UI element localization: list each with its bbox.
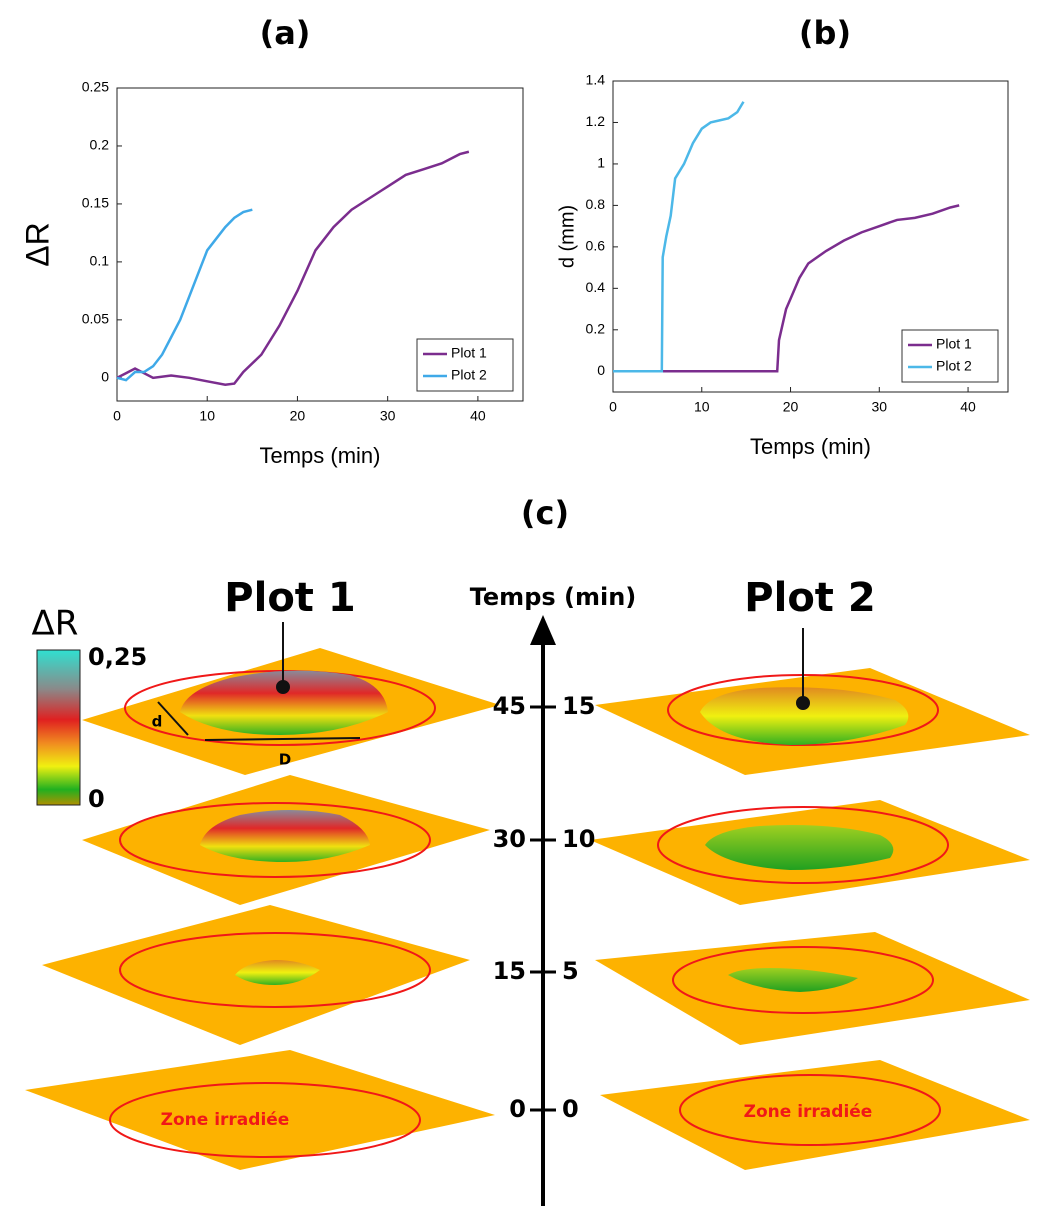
x-axis-label: Temps (min)	[259, 443, 380, 468]
zone-label: Zone irradiée	[161, 1110, 290, 1130]
plot-2-title: Plot 2	[744, 575, 875, 621]
x-tick-label: 40	[470, 408, 486, 424]
dimension-arrows	[157, 701, 361, 741]
colorbar-min: 0	[88, 785, 105, 813]
y-tick-label: 0.15	[82, 195, 109, 211]
d-label: d	[152, 713, 163, 731]
time-label-right: 10	[562, 825, 595, 853]
time-labels: 45 30 15 0 15 10 5 0	[493, 692, 596, 1123]
x-tick-label: 20	[290, 408, 306, 424]
chart-title: (a)	[260, 14, 311, 52]
line-series	[613, 204, 960, 373]
time-label-left: 15	[493, 957, 526, 985]
chart-title: (b)	[799, 14, 851, 52]
legend-label: Plot 2	[451, 367, 487, 383]
line-series	[116, 208, 253, 382]
x-tick-label: 0	[113, 408, 121, 424]
x-axis-label: Temps (min)	[750, 434, 871, 459]
legend-label: Plot 1	[936, 336, 972, 352]
time-label-left: 30	[493, 825, 526, 853]
y-tick-label: 0	[101, 369, 109, 385]
legend-box	[901, 329, 999, 383]
irradiated-zones	[109, 670, 949, 1158]
time-axis-label: Temps (min)	[470, 583, 637, 611]
y-tick-label: 0.2	[586, 321, 606, 337]
time-axis	[530, 615, 556, 1206]
legend-label: Plot 1	[451, 345, 487, 361]
x-tick-label: 0	[609, 399, 617, 415]
y-tick-label: 0.05	[82, 311, 109, 327]
y-tick-label: 0.25	[82, 79, 109, 95]
x-tick-label: 30	[380, 408, 396, 424]
y-tick-label: 0.6	[586, 238, 606, 254]
y-tick-label: 1.2	[586, 113, 606, 129]
legend-box	[416, 338, 514, 392]
D-label: D	[279, 751, 291, 769]
plot-pointers	[276, 622, 810, 710]
legend-label: Plot 2	[936, 358, 972, 374]
time-label-left: 0	[509, 1095, 526, 1123]
time-label-right: 5	[562, 957, 579, 985]
colorbar-max: 0,25	[88, 643, 147, 671]
y-tick-label: 0	[597, 362, 605, 378]
y-tick-label: 0.4	[586, 279, 606, 295]
y-tick-label: 0.1	[90, 253, 110, 269]
time-label-left: 45	[493, 692, 526, 720]
y-tick-label: 1	[597, 155, 605, 171]
y-axis-label: d (mm)	[556, 205, 578, 268]
line-series	[116, 150, 470, 387]
time-label-right: 15	[562, 692, 595, 720]
y-tick-label: 0.8	[586, 196, 606, 212]
y-axis-label: ΔR	[19, 222, 55, 266]
line-series	[613, 101, 745, 373]
x-tick-label: 10	[199, 408, 215, 424]
x-tick-label: 10	[694, 399, 710, 415]
zone-label: Zone irradiée	[744, 1102, 873, 1122]
surfaces	[180, 670, 909, 992]
colorbar-label: ΔR	[32, 604, 79, 644]
x-tick-label: 30	[872, 399, 888, 415]
y-tick-label: 0.2	[90, 137, 110, 153]
panel-title: (c)	[521, 494, 569, 532]
x-tick-label: 20	[783, 399, 799, 415]
time-label-right: 0	[562, 1095, 579, 1123]
x-tick-label: 40	[960, 399, 976, 415]
y-tick-label: 1.4	[586, 72, 606, 88]
plot-1-title: Plot 1	[224, 575, 355, 621]
colorbar	[36, 649, 81, 806]
